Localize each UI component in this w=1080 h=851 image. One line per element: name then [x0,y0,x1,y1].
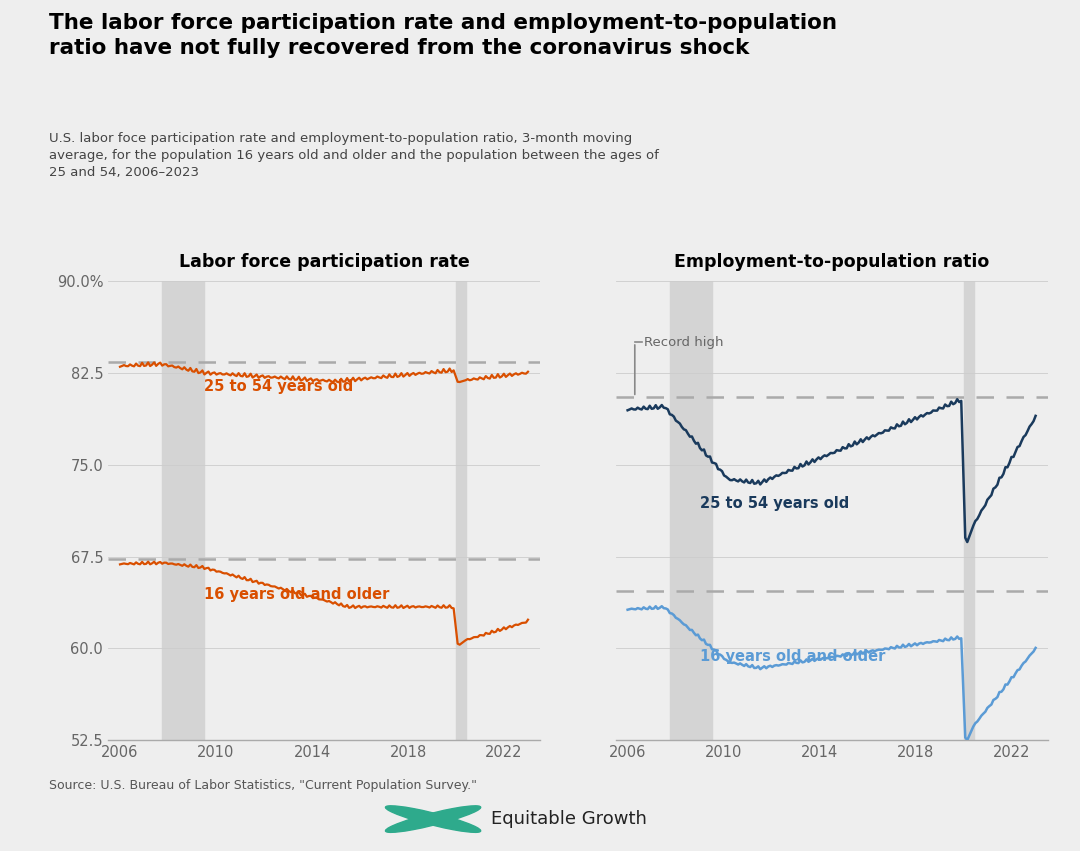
Text: 25 to 54 years old: 25 to 54 years old [700,495,849,511]
Bar [162,281,204,740]
Ellipse shape [386,806,481,832]
Title: Employment-to-population ratio: Employment-to-population ratio [674,253,989,271]
Text: U.S. labor foce participation rate and employment-to-population ratio, 3-month m: U.S. labor foce participation rate and e… [49,132,659,179]
Text: 25 to 54 years old: 25 to 54 years old [204,379,353,394]
Bar [456,281,467,740]
Title: Labor force participation rate: Labor force participation rate [178,253,470,271]
Bar [670,281,712,740]
Text: The labor force participation rate and employment-to-population
ratio have not f: The labor force participation rate and e… [49,13,837,58]
Text: Source: U.S. Bureau of Labor Statistics, "Current Population Survey.": Source: U.S. Bureau of Labor Statistics,… [49,779,476,791]
Text: Record high: Record high [645,335,724,349]
Ellipse shape [386,806,481,832]
Text: 16 years old and older: 16 years old and older [204,587,390,603]
Text: 16 years old and older: 16 years old and older [700,648,885,664]
Text: Equitable Growth: Equitable Growth [491,810,647,828]
Bar [963,281,974,740]
